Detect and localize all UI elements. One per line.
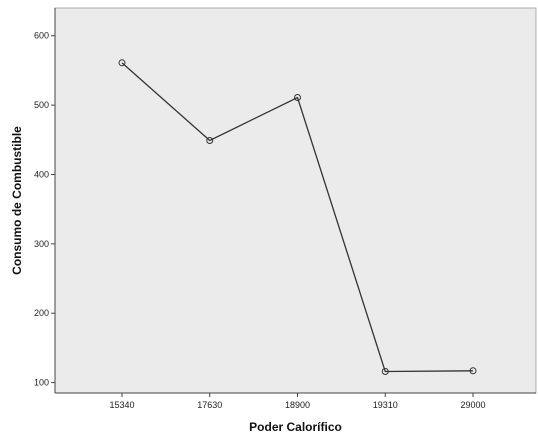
data-point <box>294 93 301 101</box>
y-tick-label: 400 <box>34 169 49 179</box>
y-tick-label: 200 <box>34 308 49 318</box>
x-tick-label: 15340 <box>109 400 134 410</box>
x-tick-label: 29000 <box>460 400 485 410</box>
data-point <box>381 367 389 375</box>
plot-area <box>54 7 537 394</box>
x-axis-title: Poder Calorífico <box>249 420 342 434</box>
x-tick-label: 17630 <box>197 400 222 410</box>
x-tick-label: 18900 <box>285 400 310 410</box>
data-point <box>469 367 477 375</box>
series-group <box>118 59 477 375</box>
x-tick-label: 19310 <box>373 400 398 410</box>
y-tick-label: 100 <box>34 378 49 388</box>
y-axis-title: Consumo de Combustible <box>10 126 24 275</box>
data-point <box>118 59 126 67</box>
y-tick-label: 300 <box>34 239 49 249</box>
x-axis: 15340 17630 18900 19310 29000 <box>55 392 536 410</box>
data-point <box>206 136 214 144</box>
y-axis: 100 200 300 400 500 600 <box>34 8 56 393</box>
y-tick-label: 600 <box>34 31 49 41</box>
y-tick-label: 500 <box>34 100 49 110</box>
series-line <box>121 62 474 373</box>
